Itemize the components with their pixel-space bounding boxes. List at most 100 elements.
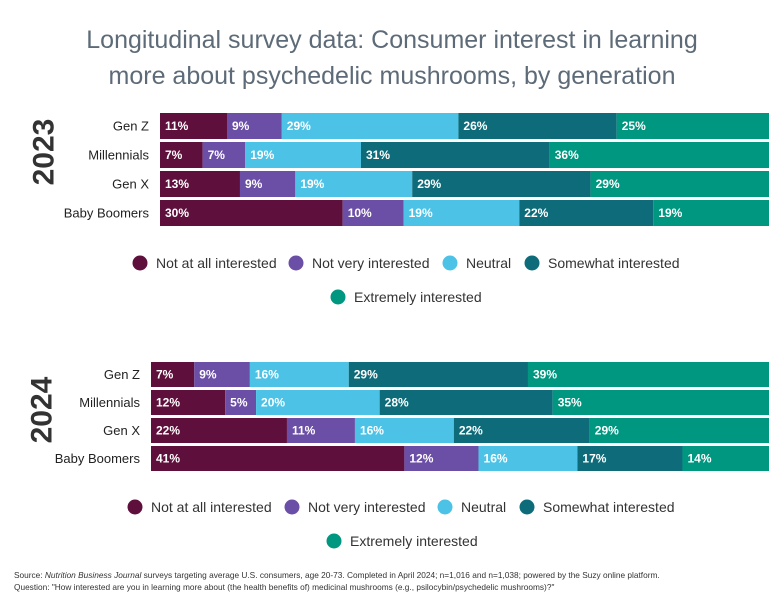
bar-2023-gen-z-not-at-all-interested (160, 113, 227, 139)
bar-2024-gen-x-not-very-interested (286, 418, 355, 443)
bar-2023-gen-z-neutral (281, 113, 459, 139)
data-label-2024-millennials-neutral: 20% (261, 396, 285, 410)
bar-2023-millennials-somewhat-interested (360, 142, 550, 168)
bar-2024-gen-x-extremely-interested (589, 418, 769, 443)
data-label-2023-millennials-extremely-interested: 36% (555, 148, 579, 162)
year-label-2023: 2023 (28, 119, 61, 186)
data-label-2024-gen-x-somewhat-interested: 22% (459, 424, 483, 438)
bar-2023-gen-z-somewhat-interested (458, 113, 617, 139)
bar-2024-gen-z-somewhat-interested (348, 362, 528, 387)
data-label-2024-millennials-extremely-interested: 35% (558, 396, 582, 410)
legend-label-2024-not-at-all-interested: Not at all interested (151, 499, 272, 515)
bar-2024-millennials-not-very-interested (225, 390, 257, 415)
data-label-2024-baby-boomers-somewhat-interested: 17% (582, 452, 606, 466)
data-label-2023-baby-boomers-somewhat-interested: 22% (524, 206, 548, 220)
data-label-2024-gen-z-extremely-interested: 39% (533, 368, 557, 382)
legend-swatch-2023-not-at-all-interested (132, 255, 148, 271)
category-label-2024-gen-z: Gen Z (104, 367, 140, 382)
bar-2024-gen-z-neutral (249, 362, 349, 387)
bar-2023-baby-boomers-not-at-all-interested (160, 200, 343, 226)
data-label-2023-gen-x-not-at-all-interested: 13% (165, 177, 189, 191)
legend-label-2023-extremely-interested: Extremely interested (354, 289, 482, 305)
category-label-2023-gen-z: Gen Z (113, 119, 149, 134)
source-publication: Nutrition Business Journal (44, 570, 142, 580)
bar-2023-millennials-extremely-interested (549, 142, 769, 168)
data-label-2024-baby-boomers-not-at-all-interested: 41% (156, 452, 180, 466)
data-label-2023-millennials-not-at-all-interested: 7% (165, 148, 183, 162)
bar-2024-millennials-extremely-interested (552, 390, 769, 415)
data-label-2023-baby-boomers-extremely-interested: 19% (658, 206, 682, 220)
category-label-2023-millennials: Millennials (88, 148, 149, 163)
data-label-2024-gen-x-extremely-interested: 29% (595, 424, 619, 438)
bar-2023-millennials-not-at-all-interested (160, 142, 203, 168)
bar-2024-gen-x-neutral (354, 418, 454, 443)
data-label-2024-gen-x-not-very-interested: 11% (292, 424, 316, 438)
data-label-2024-gen-z-not-at-all-interested: 7% (156, 368, 174, 382)
legend-swatch-2024-not-very-interested (284, 499, 300, 515)
legend-swatch-2024-somewhat-interested (519, 499, 535, 515)
bar-2023-gen-x-neutral (295, 171, 413, 197)
bar-2024-gen-z-extremely-interested (527, 362, 769, 387)
bar-2024-baby-boomers-extremely-interested (682, 446, 769, 471)
source-details: surveys targeting average U.S. consumers… (141, 570, 660, 580)
bar-2024-baby-boomers-not-very-interested (404, 446, 479, 471)
data-label-2023-baby-boomers-not-at-all-interested: 30% (165, 206, 189, 220)
chart-title-line-2: more about psychedelic mushrooms, by gen… (108, 62, 676, 90)
bar-2023-gen-x-not-very-interested (239, 171, 296, 197)
data-label-2023-gen-x-neutral: 19% (300, 177, 324, 191)
legend-swatch-2024-not-at-all-interested (127, 499, 143, 515)
source-note: Source: Nutrition Business Journal surve… (14, 569, 774, 581)
bar-2023-millennials-neutral (245, 142, 361, 168)
data-label-2023-millennials-neutral: 19% (250, 148, 274, 162)
bar-2024-baby-boomers-somewhat-interested (577, 446, 683, 471)
data-label-2023-gen-z-not-at-all-interested: 11% (165, 119, 189, 133)
data-label-2023-millennials-somewhat-interested: 31% (366, 148, 390, 162)
chart-title-line-1: Longitudinal survey data: Consumer inter… (86, 26, 698, 54)
bar-2024-millennials-not-at-all-interested (151, 390, 226, 415)
bar-2023-gen-x-somewhat-interested (412, 171, 591, 197)
category-label-2024-baby-boomers: Baby Boomers (55, 451, 141, 466)
bar-2023-gen-z-extremely-interested (616, 113, 769, 139)
question-note: Question: "How interested are you in lea… (14, 582, 555, 592)
year-label-2024: 2024 (26, 376, 59, 443)
legend-swatch-2024-extremely-interested (326, 533, 342, 549)
data-label-2023-gen-x-not-very-interested: 9% (245, 177, 263, 191)
source-prefix: Source: (14, 570, 45, 580)
bar-2024-gen-z-not-at-all-interested (151, 362, 195, 387)
bar-2023-gen-x-not-at-all-interested (160, 171, 240, 197)
legend-swatch-2023-neutral (442, 255, 458, 271)
data-label-2023-millennials-not-very-interested: 7% (208, 148, 226, 162)
data-label-2023-gen-z-extremely-interested: 25% (622, 119, 646, 133)
category-label-2024-millennials: Millennials (79, 395, 140, 410)
footer-notes: Source: Nutrition Business Journal surve… (14, 569, 774, 593)
data-label-2023-baby-boomers-neutral: 19% (409, 206, 433, 220)
bar-2024-gen-x-somewhat-interested (453, 418, 590, 443)
data-label-2024-gen-z-not-very-interested: 9% (199, 368, 217, 382)
data-label-2023-gen-z-neutral: 29% (287, 119, 311, 133)
legend-label-2024-not-very-interested: Not very interested (308, 499, 426, 515)
category-label-2024-gen-x: Gen X (103, 423, 140, 438)
bar-2024-baby-boomers-not-at-all-interested (151, 446, 405, 471)
data-label-2023-baby-boomers-not-very-interested: 10% (348, 206, 372, 220)
category-label-2023-gen-x: Gen X (112, 177, 149, 192)
data-label-2024-gen-z-neutral: 16% (255, 368, 279, 382)
data-label-2024-millennials-not-very-interested: 5% (230, 396, 248, 410)
legend-label-2023-somewhat-interested: Somewhat interested (548, 255, 680, 271)
data-label-2024-baby-boomers-neutral: 16% (484, 452, 508, 466)
bar-2023-baby-boomers-extremely-interested (653, 200, 769, 226)
bar-2024-millennials-neutral (256, 390, 380, 415)
data-label-2023-gen-x-somewhat-interested: 29% (417, 177, 441, 191)
data-label-2023-gen-x-extremely-interested: 29% (596, 177, 620, 191)
bar-2023-baby-boomers-neutral (403, 200, 520, 226)
bar-2023-baby-boomers-not-very-interested (342, 200, 404, 226)
data-label-2024-millennials-somewhat-interested: 28% (385, 396, 409, 410)
bar-2024-gen-z-not-very-interested (194, 362, 250, 387)
legend-swatch-2023-somewhat-interested (524, 255, 540, 271)
chart-title: Longitudinal survey data: Consumer inter… (0, 22, 784, 94)
bar-2024-baby-boomers-neutral (478, 446, 578, 471)
data-label-2024-baby-boomers-not-very-interested: 12% (409, 452, 433, 466)
data-label-2024-millennials-not-at-all-interested: 12% (156, 396, 180, 410)
legend-swatch-2024-neutral (437, 499, 453, 515)
bar-2023-gen-x-extremely-interested (590, 171, 769, 197)
